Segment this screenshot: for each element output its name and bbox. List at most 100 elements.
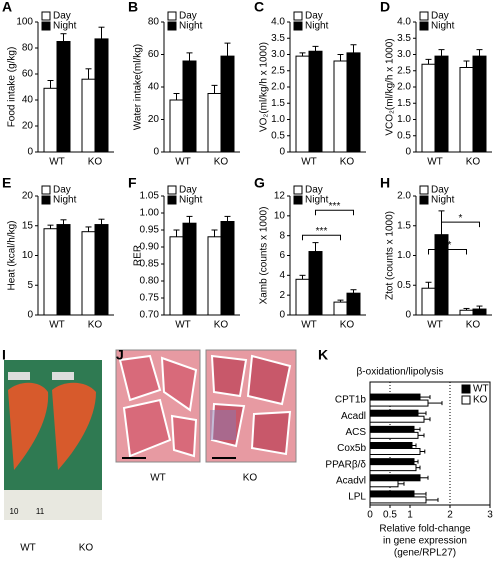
bar — [434, 55, 449, 153]
panel-letter: C — [254, 0, 264, 15]
bar — [369, 393, 421, 401]
ruler-label: 10 — [10, 507, 19, 516]
y-tick-label: 10 — [274, 210, 286, 221]
x-tick-label: WT — [49, 157, 65, 168]
bar — [369, 448, 421, 455]
x-tick-label: KO — [214, 157, 229, 168]
bar — [369, 464, 417, 472]
y-tick-label: 3.5 — [397, 33, 411, 44]
legend-label: Night — [305, 195, 329, 206]
bar — [472, 55, 487, 153]
y-tick-label: 2.0 — [271, 82, 285, 93]
legend-label: Day — [53, 11, 71, 22]
bar — [81, 78, 96, 153]
bar — [369, 496, 427, 504]
legend-label: Night — [431, 21, 455, 32]
image-label: KO — [79, 543, 94, 554]
legend-label: Night — [431, 195, 455, 206]
significance-bracket — [302, 234, 341, 241]
bar — [295, 55, 310, 153]
y-axis-label: Food intake (g/kg) — [7, 47, 18, 128]
y-tick-label: LPL — [348, 492, 366, 503]
bar — [459, 309, 474, 316]
y-tick-label: 1.0 — [397, 250, 411, 261]
y-tick-label: 0 — [27, 310, 33, 321]
x-tick-label: 3 — [487, 510, 493, 521]
bar — [333, 60, 348, 153]
photo-i — [4, 360, 102, 520]
x-tick-label: WT — [427, 157, 443, 168]
image-label: KO — [243, 473, 258, 484]
x-tick-label: 1 — [407, 510, 413, 521]
y-tick-label: PPARβ/δ — [325, 459, 366, 470]
legend-swatch — [293, 185, 303, 195]
bar — [346, 292, 361, 316]
bar — [369, 480, 399, 488]
y-tick-label: 0.5 — [271, 130, 285, 141]
legend-swatch — [293, 195, 303, 205]
significance-label: *** — [316, 226, 328, 237]
y-tick-label: 3.5 — [271, 33, 285, 44]
bar — [207, 236, 222, 316]
x-tick-label: KO — [340, 157, 355, 168]
y-tick-label: 3.0 — [271, 49, 285, 60]
legend-label: Night — [179, 21, 203, 32]
y-tick-label: 0 — [279, 147, 285, 158]
legend-label: Day — [179, 11, 197, 22]
y-axis-label: Heat (kcal/h/kg) — [7, 220, 18, 290]
y-tick-label: 1.0 — [271, 114, 285, 125]
legend-swatch — [41, 195, 51, 205]
y-tick-label: 0.90 — [140, 242, 160, 253]
bar — [169, 236, 184, 316]
y-tick-label: 15 — [22, 220, 34, 231]
image-label: WT — [150, 473, 166, 484]
y-tick-label: 20 — [22, 121, 34, 132]
bar — [369, 474, 421, 482]
x-tick-label: KO — [466, 320, 481, 331]
x-axis-label: in gene expression — [383, 536, 467, 547]
legend-label: Day — [53, 185, 71, 196]
legend-label: Day — [431, 11, 449, 22]
x-tick-label: KO — [466, 157, 481, 168]
y-tick-label: 0.5 — [397, 130, 411, 141]
bar — [333, 301, 348, 316]
y-tick-label: 2.0 — [397, 191, 411, 202]
legend-swatch — [419, 11, 429, 21]
x-tick-label: KO — [88, 320, 103, 331]
x-tick-label: KO — [340, 320, 355, 331]
legend-label: Night — [53, 21, 77, 32]
y-tick-label: 8 — [279, 230, 285, 241]
y-tick-label: CPT1b — [335, 395, 367, 406]
y-tick-label: 1.0 — [397, 114, 411, 125]
legend-swatch — [167, 185, 177, 195]
bar — [434, 234, 449, 316]
legend-label: Day — [305, 185, 323, 196]
y-tick-label: 0.5 — [397, 280, 411, 291]
legend-swatch — [419, 195, 429, 205]
x-axis-label: Relative fold-change — [379, 524, 471, 535]
panel-letter: G — [254, 175, 265, 191]
y-tick-label: 60 — [148, 49, 160, 60]
y-tick-label: 2.5 — [397, 65, 411, 76]
x-tick-label: KO — [88, 157, 103, 168]
chart-title: β-oxidation/lipolysis — [357, 367, 444, 378]
bar — [56, 41, 71, 153]
y-tick-label: 1.00 — [140, 208, 160, 219]
y-axis-label: Ztot (counts x 1000) — [385, 211, 396, 300]
x-tick-label: WT — [301, 320, 317, 331]
y-axis-label: Xamb (counts x 1000) — [259, 207, 270, 305]
panel-letter: H — [380, 175, 390, 191]
legend-swatch — [293, 21, 303, 31]
panel-letter: E — [2, 175, 11, 191]
y-tick-label: Acadvl — [336, 475, 366, 486]
bar — [81, 231, 96, 316]
legend-swatch — [41, 11, 51, 21]
y-tick-label: 6 — [279, 250, 285, 261]
y-tick-label: 12 — [274, 191, 286, 202]
bar — [94, 38, 109, 153]
y-tick-label: 2.0 — [397, 82, 411, 93]
y-tick-label: 0.85 — [140, 259, 160, 270]
x-tick-label: WT — [49, 320, 65, 331]
legend-swatch — [41, 21, 51, 31]
